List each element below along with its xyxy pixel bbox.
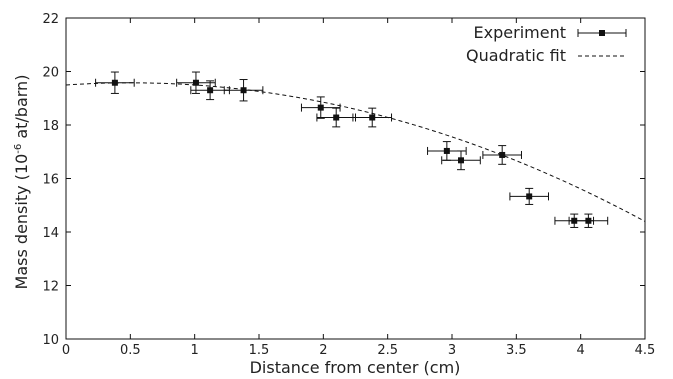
- y-tick-label: 18: [42, 119, 59, 134]
- y-tick-label: 10: [42, 333, 59, 348]
- y-tick-label: 20: [42, 66, 59, 81]
- y-axis-label-exponent: -6: [13, 144, 24, 154]
- x-tick-label: 1.5: [249, 343, 270, 358]
- data-point: [300, 96, 341, 119]
- legend-swatch-experiment-marker: [599, 30, 605, 36]
- tick-layer: 0 0.5 1 1.5 2 2.5 3 3.5 4 4.5 10 12 14 16 18 20 22: [42, 12, 655, 358]
- fit-curve-layer: [65, 82, 646, 222]
- x-tick-label: 0.5: [120, 343, 141, 358]
- data-point: [568, 213, 609, 228]
- y-tick-label: 22: [42, 12, 59, 27]
- x-tick-label: 3: [448, 343, 456, 358]
- point-marker: [499, 151, 506, 158]
- y-tick-label: 16: [42, 173, 59, 188]
- y-axis-label-prefix: Mass density (10: [12, 154, 31, 290]
- y-axis-label: Mass density (10-6 at/barn): [12, 75, 31, 290]
- x-tick-label: 2: [319, 343, 327, 358]
- point-marker: [526, 193, 533, 200]
- data-point: [482, 145, 522, 165]
- data-point: [190, 80, 230, 101]
- point-marker: [369, 114, 376, 121]
- y-tick-label: 14: [42, 226, 59, 241]
- x-tick-label: 1: [191, 343, 199, 358]
- x-axis-label: Distance from center (cm): [250, 358, 461, 377]
- x-tick-label: 2.5: [377, 343, 398, 358]
- y-axis-label-suffix: at/barn): [12, 75, 31, 144]
- data-point: [223, 79, 264, 102]
- point-marker: [443, 147, 450, 154]
- data-point: [441, 150, 481, 171]
- x-tick-label: 0: [62, 343, 70, 358]
- legend-label-quadratic-fit: Quadratic fit: [466, 46, 566, 65]
- x-tick-label: 4.5: [635, 343, 656, 358]
- x-tick-label: 4: [577, 343, 585, 358]
- x-tick-label: 3.5: [506, 343, 527, 358]
- y-tick-label: 12: [42, 280, 59, 295]
- legend-label-experiment: Experiment: [474, 23, 566, 42]
- point-marker: [585, 217, 592, 224]
- data-point: [95, 71, 135, 94]
- point-marker: [240, 87, 247, 94]
- legend: Experiment Quadratic fit: [466, 23, 627, 65]
- fit-curve: [65, 82, 646, 222]
- data-point: [352, 107, 393, 128]
- data-points-layer: [95, 71, 609, 228]
- point-marker: [458, 157, 465, 164]
- point-marker: [317, 104, 324, 111]
- data-point: [509, 187, 549, 205]
- point-marker: [333, 114, 340, 121]
- data-point: [316, 107, 356, 128]
- point-marker: [192, 79, 199, 86]
- point-marker: [111, 79, 118, 86]
- point-marker: [207, 87, 214, 94]
